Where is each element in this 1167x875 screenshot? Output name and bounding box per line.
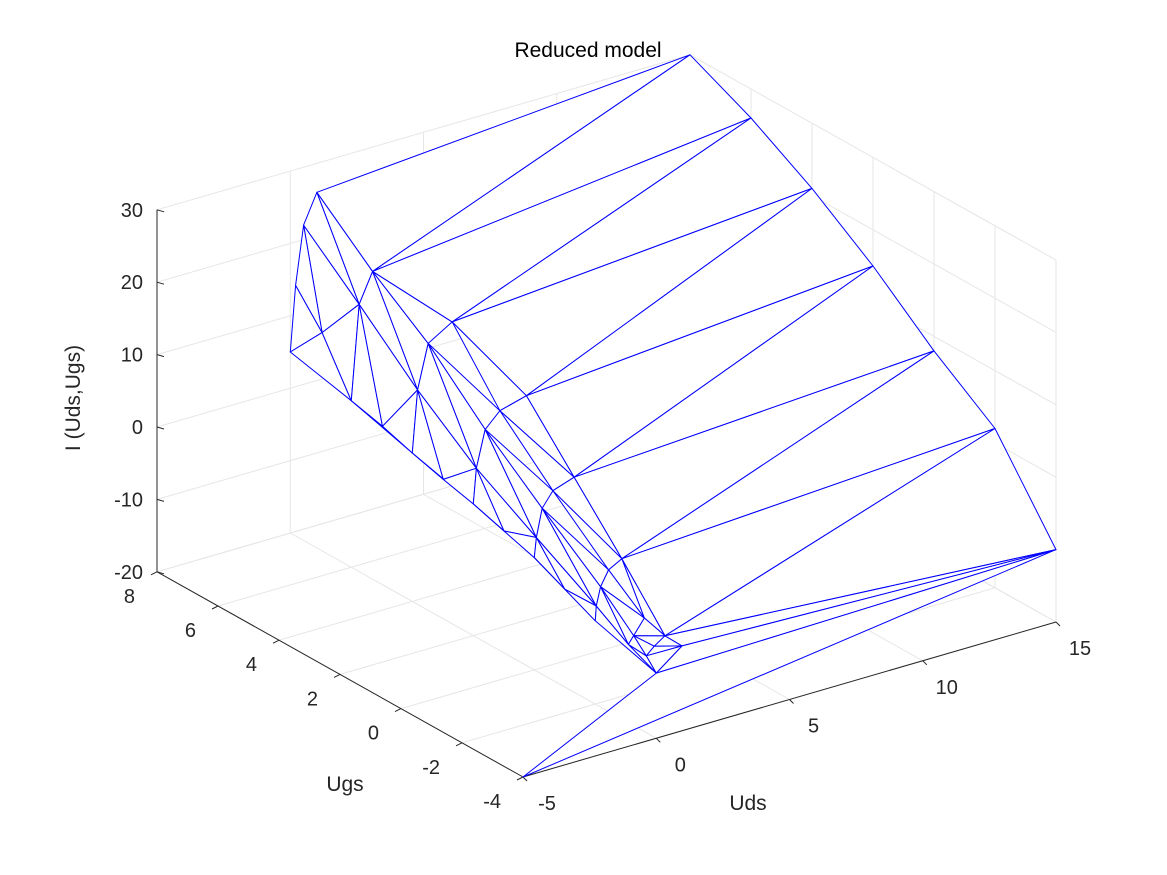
x-tick-mark (922, 660, 928, 666)
y-tick-mark (150, 571, 158, 576)
y-axis-label: Ugs (326, 773, 363, 796)
gridline-z-right (689, 54, 1057, 261)
x-axis-label: Uds (729, 792, 766, 815)
z-tick-mark (156, 426, 165, 430)
z-axis-label: I (Uds,Ugs) (62, 345, 85, 451)
y-tick-label: 2 (307, 688, 318, 710)
y-tick-label: 4 (246, 654, 257, 676)
z-tick-mark (156, 354, 165, 358)
y-tick-label: -2 (422, 757, 440, 779)
z-tick-mark (156, 209, 165, 213)
z-tick-label: 30 (121, 200, 143, 222)
axes (150, 209, 1061, 782)
mesh-triangle (633, 617, 666, 637)
chart-title: Reduced model (514, 39, 661, 62)
z-tick-label: 10 (121, 345, 143, 367)
y-tick-label: 6 (185, 620, 196, 642)
mesh-triangle (427, 342, 501, 430)
y-tick-label: -4 (483, 791, 501, 813)
x-tick-mark (655, 737, 661, 743)
z-tick-mark (156, 281, 165, 285)
x-tick-mark (789, 699, 794, 704)
y-tick-mark (455, 742, 463, 747)
x-tick-mark (1055, 621, 1061, 627)
x-tick-label: -5 (538, 793, 556, 815)
z-tick-label: -20 (114, 562, 143, 584)
x-tick-label: 15 (1069, 638, 1091, 660)
gridline-z-back (156, 54, 691, 211)
y-tick-mark (211, 605, 219, 610)
y-tick-mark (272, 639, 280, 644)
x-tick-label: 0 (675, 754, 686, 776)
mesh-surface (289, 54, 1057, 778)
z-tick-label: 0 (132, 417, 143, 439)
y-tick-label: 0 (368, 723, 379, 745)
z-tick-label: -10 (114, 489, 143, 511)
y-tick-mark (394, 708, 402, 713)
mesh-triangle (600, 569, 645, 619)
z-tick-mark (156, 498, 165, 502)
z-tick-mark (156, 571, 165, 575)
x-tick-label: 5 (808, 716, 819, 738)
mesh-triangle (484, 428, 554, 509)
y-tick-mark (516, 776, 524, 781)
mesh-triangle (295, 224, 323, 334)
x-tick-mark (522, 776, 528, 782)
x-tick-label: 10 (936, 677, 958, 699)
mesh-triangle (522, 549, 1057, 778)
z-tick-label: 20 (121, 272, 143, 294)
y-tick-mark (333, 673, 341, 678)
y-tick-label: 8 (124, 586, 135, 608)
